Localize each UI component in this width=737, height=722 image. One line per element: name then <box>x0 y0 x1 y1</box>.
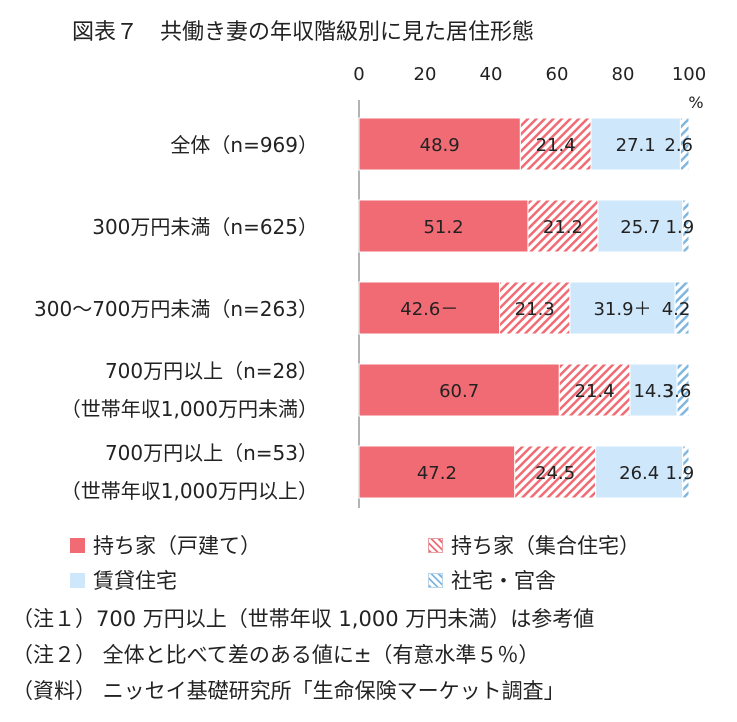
legend-item-rental: 賃貸住宅 <box>70 565 177 595</box>
chart-title: 図表７ 共働き妻の年収階級別に見た居住形態 <box>72 20 535 45</box>
legend-label: 賃貸住宅 <box>93 569 177 593</box>
legend-swatch <box>70 572 85 588</box>
legend-label: 持ち家（集合住宅） <box>451 534 640 558</box>
bar-rental <box>595 445 684 499</box>
data-label: 1.9 <box>666 463 695 484</box>
data-label: 48.9 <box>420 135 460 156</box>
data-label: 21.4 <box>575 381 615 402</box>
legend-swatch <box>428 572 443 588</box>
data-label: 47.2 <box>417 463 457 484</box>
bar-own-condo <box>558 363 631 417</box>
bar-rental <box>597 199 684 253</box>
x-tick-label: 40 <box>480 64 503 85</box>
data-label: 21.2 <box>543 217 583 238</box>
data-label: 24.5 <box>535 463 575 484</box>
bar-company-housing <box>679 117 690 171</box>
legend-label: 持ち家（戸建て） <box>93 534 261 558</box>
data-label: 27.1 <box>616 135 656 156</box>
bar-own-house <box>358 281 501 335</box>
category-label: 300万円未満（n=625） <box>92 215 318 239</box>
data-label: 25.7 <box>620 217 660 238</box>
bar-company-housing <box>682 199 690 253</box>
data-label: 1.9 <box>666 217 695 238</box>
legend-swatch <box>428 537 443 553</box>
data-label: 60.7 <box>439 381 479 402</box>
bar-own-condo <box>499 281 571 335</box>
legend-item-own-condo: 持ち家（集合住宅） <box>428 530 640 560</box>
bar-rental <box>590 117 681 171</box>
x-unit-label: % <box>688 93 703 112</box>
bar-company-housing <box>674 281 690 335</box>
bar-own-house <box>358 199 529 253</box>
category-label: 全体（n=969） <box>170 133 318 157</box>
bar-own-condo <box>519 117 592 171</box>
data-label: 4.2 <box>662 299 691 320</box>
data-label: 21.3 <box>515 299 555 320</box>
bar-own-condo <box>514 445 597 499</box>
stacked-bar-chart: 0 20 40 60 80 100% 全体（n=969） 300万円未満（n=625） 300… <box>34 64 706 508</box>
legend-label: 社宅・官舎 <box>451 569 556 593</box>
data-label: 21.4 <box>536 135 576 156</box>
data-label: 3.6 <box>663 381 692 402</box>
category-label: 300～700万円未満（n=263） <box>34 297 318 321</box>
x-tick-label: 100 <box>672 64 706 85</box>
note-2: （注２） 全体と比べて差のある値に±（有意水準５％） <box>12 643 540 667</box>
category-label: 700万円以上（n=28） <box>105 359 318 383</box>
data-label: 26.4 <box>619 463 659 484</box>
category-label: （世帯年収1,000万円以上） <box>61 479 318 503</box>
data-label: 14.3 <box>633 381 673 402</box>
legend-item-company-housing: 社宅・官舎 <box>428 565 556 595</box>
data-label: 2.6 <box>664 135 693 156</box>
data-label: 51.2 <box>423 217 463 238</box>
x-tick-label: 60 <box>546 64 569 85</box>
data-label: 42.6－ <box>400 299 458 320</box>
category-label: 700万円以上（n=53） <box>105 441 318 465</box>
note-3: （資料） ニッセイ基礎研究所「生命保険マーケット調査」 <box>12 679 565 703</box>
category-label: （世帯年収1,000万円未満） <box>61 397 318 421</box>
x-tick-label: 20 <box>414 64 437 85</box>
bar-company-housing <box>676 363 690 417</box>
bar-rental <box>569 281 676 335</box>
legend-swatch <box>70 537 85 553</box>
x-tick-label: 80 <box>612 64 635 85</box>
legend-item-own-house: 持ち家（戸建て） <box>70 530 261 560</box>
bar-own-house <box>358 117 521 171</box>
bar-rental <box>629 363 678 417</box>
bar-own-condo <box>527 199 599 253</box>
bar-own-house <box>358 445 516 499</box>
note-1: （注１）700 万円以上（世帯年収 1,000 万円未満）は参考値 <box>12 607 595 631</box>
data-label: 31.9＋ <box>593 299 651 320</box>
x-tick-label: 0 <box>353 64 364 85</box>
bar-company-housing <box>682 445 690 499</box>
bar-own-house <box>358 363 560 417</box>
